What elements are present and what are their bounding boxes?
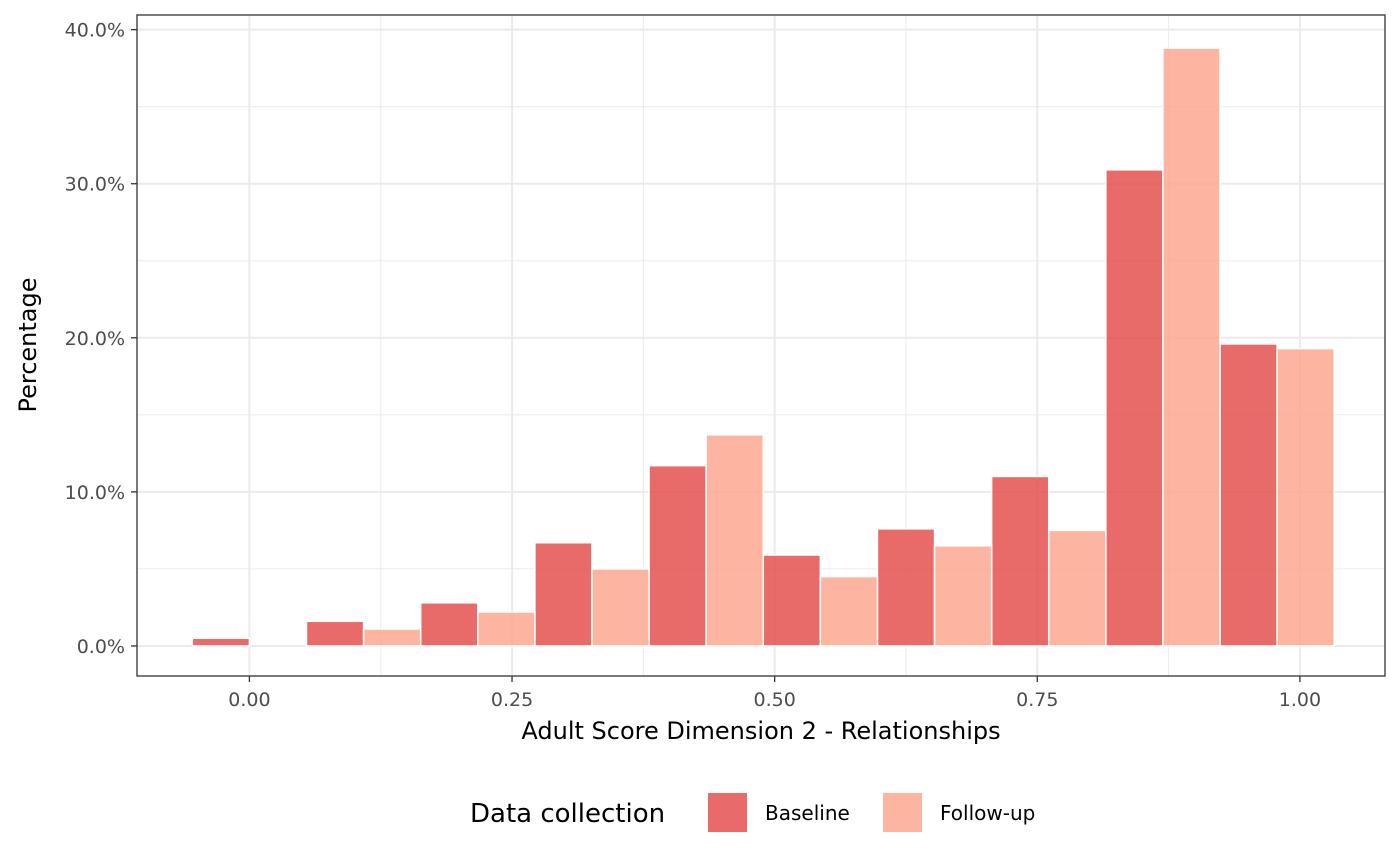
x-tick-label: 0.25 — [491, 689, 533, 711]
legend-label-followup: Follow-up — [940, 801, 1035, 825]
y-tick-label: 40.0% — [65, 20, 125, 42]
y-tick-label: 0.0% — [77, 636, 125, 658]
legend-key-baseline — [708, 793, 747, 832]
bar-followup — [705, 434, 765, 647]
y-axis-title: Percentage — [14, 277, 42, 412]
bar-followup — [591, 568, 650, 647]
bar-followup — [477, 611, 536, 647]
bar-followup — [933, 545, 993, 647]
axes-layer: 0.00 0.25 0.50 0.75 1.00 0.0% 10.0% 20.0% 30.0% 4… — [65, 20, 1321, 711]
x-axis-title: Adult Score Dimension 2 - Relationships — [521, 717, 1000, 745]
y-tick-label: 30.0% — [65, 174, 125, 196]
bar-followup — [362, 628, 422, 647]
bar-followup — [1276, 347, 1335, 647]
legend-title: Data collection — [470, 799, 665, 829]
bar-baseline — [1219, 343, 1278, 647]
bar-followup — [819, 575, 879, 647]
bar-baseline — [191, 637, 251, 647]
legend: Data collection Baseline Follow-up — [470, 793, 1035, 832]
bars-layer — [191, 47, 1335, 647]
y-tick-label: 10.0% — [65, 482, 125, 504]
x-tick-label: 0.75 — [1016, 689, 1058, 711]
bar-baseline — [1105, 169, 1164, 647]
bar-baseline — [990, 475, 1050, 647]
legend-label-baseline: Baseline — [765, 801, 850, 825]
bar-baseline — [876, 528, 936, 647]
bar-followup — [1162, 47, 1221, 647]
bar-baseline — [648, 464, 707, 647]
bar-baseline — [419, 602, 479, 647]
x-tick-label: 0.50 — [754, 689, 796, 711]
x-tick-label: 1.00 — [1279, 689, 1321, 711]
bar-baseline — [762, 554, 822, 647]
bar-baseline — [534, 541, 593, 647]
bar-baseline — [305, 620, 365, 647]
panel-border — [136, 14, 1386, 677]
bar-followup — [1047, 529, 1107, 647]
legend-key-followup — [883, 793, 922, 832]
y-tick-label: 20.0% — [65, 328, 125, 350]
x-tick-label: 0.00 — [228, 689, 270, 711]
